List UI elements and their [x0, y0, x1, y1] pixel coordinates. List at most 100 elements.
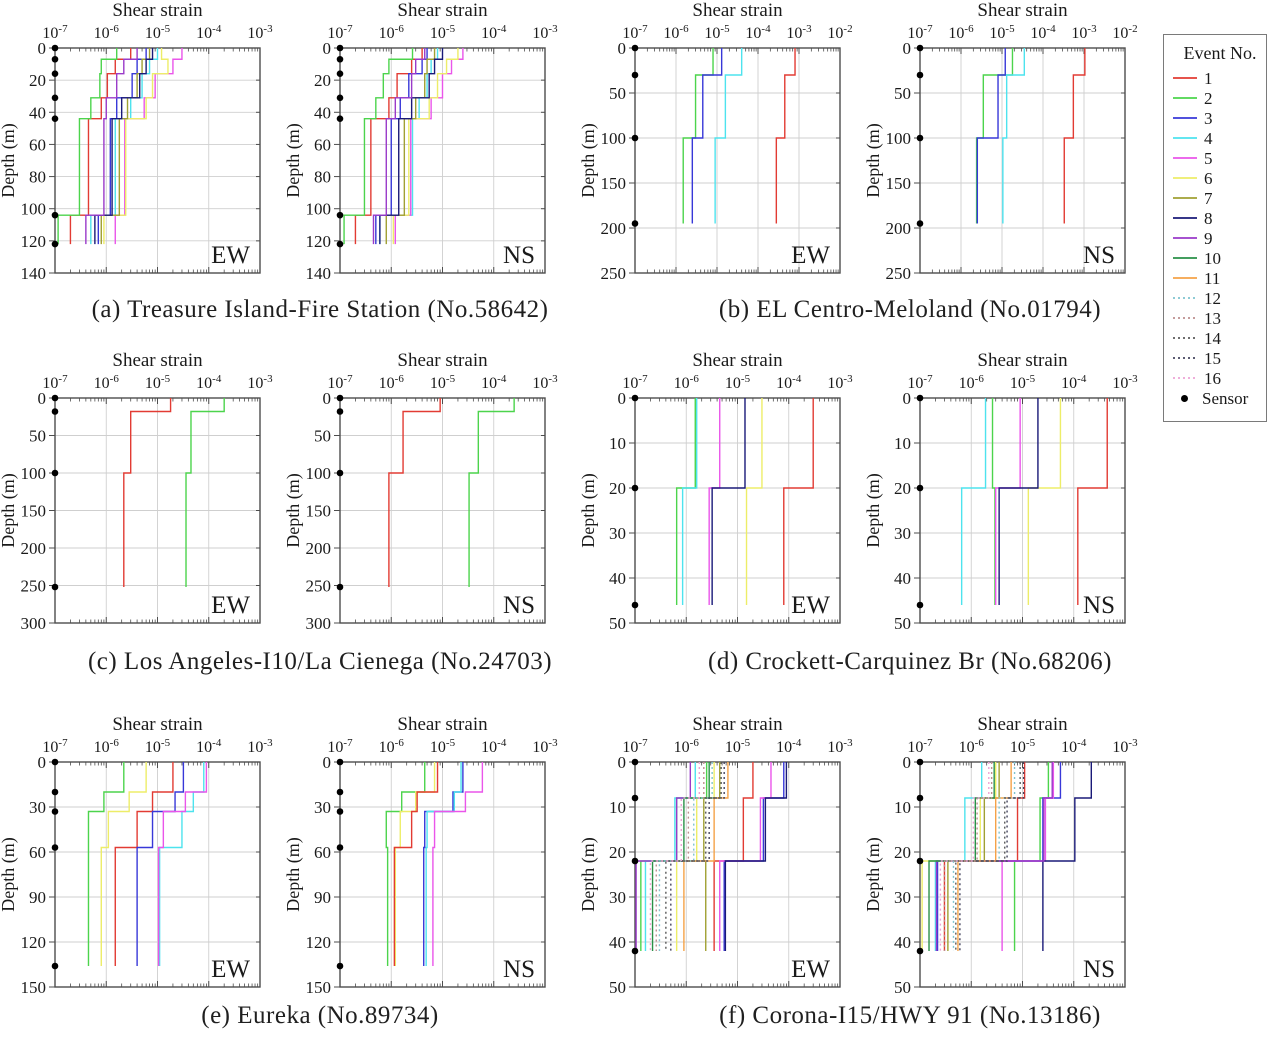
x-tick-label: 10-7 — [42, 373, 68, 392]
x-tick-label: 10-5 — [430, 373, 456, 392]
component-label: NS — [503, 956, 535, 983]
series-event-6 — [745, 398, 763, 605]
x-axis-title: Shear strain — [977, 350, 1068, 371]
y-tick-label: 200 — [601, 219, 627, 238]
legend-line-sample — [1173, 377, 1197, 379]
series-event-2 — [87, 762, 125, 966]
x-tick-label: 10-5 — [725, 737, 751, 756]
y-tick-label: 140 — [306, 264, 332, 283]
y-tick-label: 100 — [306, 464, 332, 483]
sensor-dot — [916, 44, 924, 52]
y-tick-label: 250 — [21, 577, 47, 596]
series-event-1 — [1063, 48, 1086, 224]
y-tick-label: 200 — [21, 539, 47, 558]
series-event-2 — [185, 398, 225, 587]
legend-entry: 12 — [1172, 288, 1262, 308]
sensor-dot — [916, 394, 924, 402]
y-tick-label: 120 — [21, 232, 47, 251]
y-tick-label: 50 — [314, 427, 331, 446]
legend-entry: 9 — [1172, 228, 1262, 248]
y-tick-label: 150 — [21, 978, 47, 997]
legend-line-sample — [1173, 257, 1197, 259]
sensor-dot — [51, 394, 59, 402]
series-event-5 — [719, 762, 772, 951]
y-tick-label: 30 — [609, 524, 626, 543]
series-event-1 — [114, 762, 174, 966]
y-axis-title: Depth (m) — [863, 123, 884, 197]
y-tick-label: 0 — [618, 753, 627, 772]
series-event-2 — [468, 398, 515, 587]
series-event-4 — [714, 48, 743, 224]
y-axis-title: Depth (m) — [578, 473, 599, 547]
y-tick-label: 0 — [903, 39, 912, 58]
series-event-8 — [379, 48, 444, 245]
series-event-8 — [94, 48, 154, 245]
chart-e-ns: Shear strain 10-7 10-6 10-5 10-4 10-3 0 30 60 90 1… — [283, 714, 558, 997]
series-event-1 — [123, 398, 172, 587]
y-tick-label: 100 — [21, 464, 47, 483]
sensor-dot — [51, 55, 59, 63]
chart-b-ns: Shear strain 10-7 10-6 10-5 10-4 10-3 10-2 0 50 1… — [863, 0, 1138, 283]
y-tick-label: 40 — [314, 103, 331, 122]
x-tick-label: 10-3 — [786, 23, 812, 42]
sensor-dot — [51, 758, 59, 766]
x-tick-label: 10-7 — [327, 737, 353, 756]
legend-entry-label: 10 — [1204, 248, 1221, 268]
chart-a-ns: Shear strain 10-7 10-6 10-5 10-4 10-3 0 20 40 60 8… — [283, 0, 558, 283]
sensor-dot — [336, 844, 344, 851]
legend-entry-label: 3 — [1204, 108, 1213, 128]
legend-line-sample — [1173, 237, 1197, 239]
series-event-7 — [703, 762, 721, 951]
y-tick-label: 0 — [903, 389, 912, 408]
legend-entry-label: 12 — [1204, 288, 1221, 308]
x-tick-label: 10-6 — [379, 737, 405, 756]
y-tick-label: 50 — [609, 84, 626, 103]
legend-entry: 5 — [1172, 148, 1262, 168]
series-event-6 — [103, 48, 169, 245]
legend-entry: 6 — [1172, 168, 1262, 188]
x-tick-label: 10-7 — [622, 737, 648, 756]
x-tick-label: 10-6 — [94, 23, 120, 42]
y-axis-title: Depth (m) — [0, 123, 19, 197]
y-axis-title: Depth (m) — [283, 473, 304, 547]
legend-line-sample — [1173, 277, 1197, 279]
component-label: EW — [791, 242, 830, 269]
x-axis-title: Shear strain — [397, 350, 488, 371]
legend-entry: 14 — [1172, 328, 1262, 348]
x-tick-label: 10-3 — [247, 737, 273, 756]
legend-entry: 4 — [1172, 128, 1262, 148]
y-tick-label: 30 — [894, 524, 911, 543]
sensor-dot — [51, 44, 59, 52]
x-tick-label: 10-7 — [622, 23, 648, 42]
x-tick-label: 10-7 — [327, 23, 353, 42]
y-tick-label: 140 — [21, 264, 47, 283]
y-tick-label: 30 — [894, 888, 911, 907]
panel-caption-b: (b) EL Centro-Meloland (No.01794) — [718, 296, 1102, 323]
legend-sensor-entry: Sensor — [1172, 388, 1262, 408]
x-tick-label: 10-6 — [959, 373, 985, 392]
y-tick-label: 40 — [609, 569, 626, 588]
chart-b-ew: Shear strain 10-7 10-6 10-5 10-4 10-3 10-2 0 50 1… — [578, 0, 853, 283]
series-event-10 — [651, 762, 710, 951]
x-tick-label: 10-4 — [481, 373, 507, 392]
series-event-9 — [935, 762, 1053, 951]
x-axis-title: Shear strain — [692, 714, 783, 735]
y-tick-label: 0 — [38, 39, 47, 58]
sensor-marker-icon — [1181, 394, 1188, 402]
y-tick-label: 50 — [609, 614, 626, 633]
y-tick-label: 10 — [609, 434, 626, 453]
y-tick-label: 300 — [306, 614, 332, 633]
series-event-2 — [1013, 762, 1050, 951]
x-tick-label: 10-3 — [1112, 737, 1138, 756]
legend-entry-label: 6 — [1204, 168, 1213, 188]
sensor-dot — [51, 211, 59, 219]
x-tick-label: 10-3 — [247, 373, 273, 392]
x-tick-label: 10-6 — [674, 373, 700, 392]
x-tick-label: 10-3 — [1071, 23, 1097, 42]
legend-entry: 13 — [1172, 308, 1262, 328]
component-label: NS — [1083, 592, 1115, 619]
legend-line-sample — [1173, 177, 1197, 179]
sensor-dot — [51, 115, 59, 123]
legend-entry: 3 — [1172, 108, 1262, 128]
